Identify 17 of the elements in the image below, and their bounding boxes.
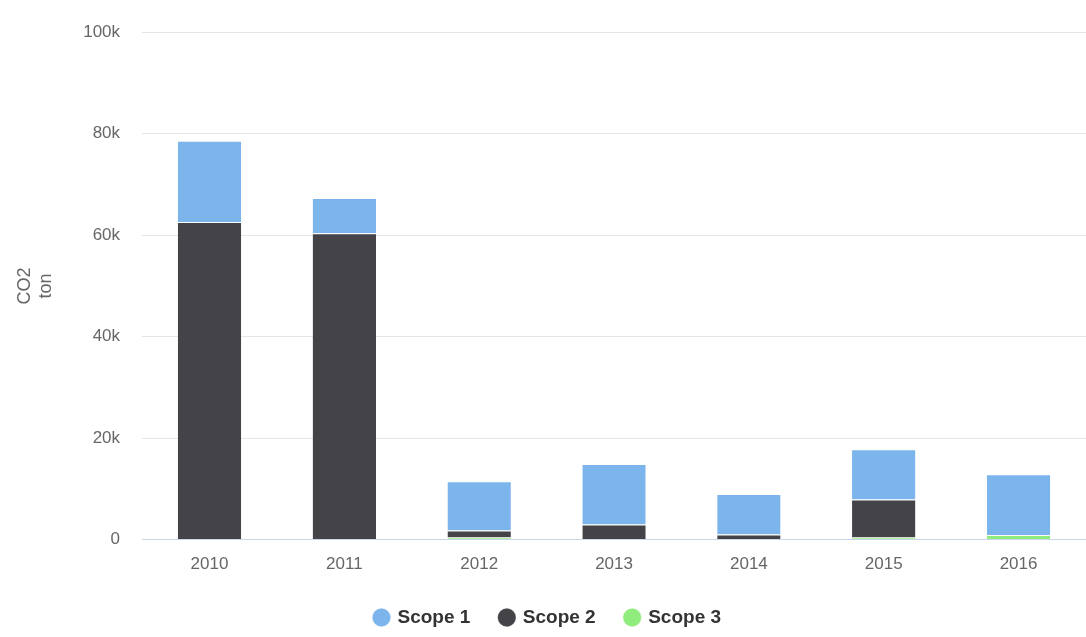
x-tick-label: 2012 — [460, 554, 499, 574]
x-tick-label: 2015 — [864, 554, 903, 574]
x-tick-label: 2016 — [999, 554, 1038, 574]
y-tick-label: 20k — [92, 427, 121, 447]
x-tick-label: 2011 — [326, 554, 363, 574]
y-axis-title: CO2 ton — [13, 267, 56, 305]
legend-label: Scope 2 — [522, 605, 596, 627]
legend-label: Scope 3 — [648, 605, 722, 627]
x-tick-label: 2014 — [729, 554, 768, 574]
x-tick-label: 2010 — [190, 554, 229, 574]
y-tick-label: 0 — [110, 529, 121, 549]
y-tick-label: 40k — [92, 326, 121, 346]
y-tick-label: 60k — [92, 224, 121, 244]
legend-label: Scope 1 — [397, 605, 471, 627]
x-tick-label: 2013 — [595, 554, 633, 574]
y-tick-label: 80k — [92, 123, 121, 143]
y-tick-label: 100k — [83, 21, 121, 41]
